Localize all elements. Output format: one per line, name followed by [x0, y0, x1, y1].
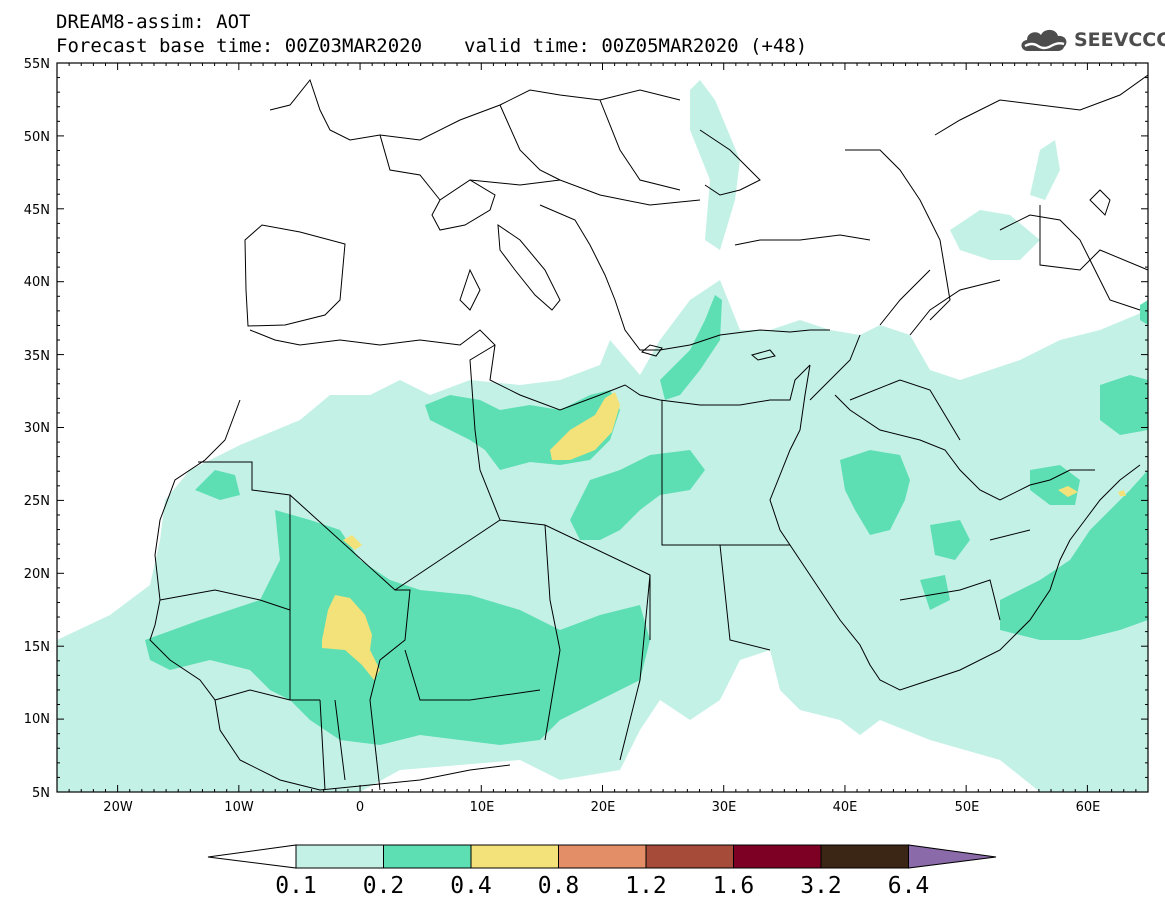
forecast-times: Forecast base time: 00Z03MAR2020 valid ti… — [56, 36, 807, 56]
colorbar-swatch — [558, 844, 647, 869]
lon-label: 30E — [712, 800, 737, 815]
lat-label: 25N — [24, 494, 50, 509]
lat-label: 45N — [24, 203, 50, 218]
lat-label: 40N — [24, 275, 50, 290]
base-time: Forecast base time: 00Z03MAR2020 — [56, 35, 423, 57]
colorbar-label: 6.4 — [888, 873, 930, 899]
colorbar-swatch — [820, 844, 909, 869]
longitude-labels: 20W 10W 0 10E 20E 30E 40E 50E 60E — [103, 800, 1100, 815]
cloud-logo-icon — [1021, 29, 1067, 51]
colorbar-swatch — [733, 844, 822, 869]
colorbar-swatch — [470, 844, 559, 869]
lon-label: 0 — [356, 800, 364, 815]
map-title: DREAM8-assim: AOT — [56, 11, 251, 33]
latitude-labels: 55N 50N 45N 40N 35N 30N 25N 20N 15N 10N … — [24, 57, 50, 801]
lat-label: 35N — [24, 349, 50, 364]
axis-ticks — [56, 62, 1149, 793]
lon-label: 20E — [591, 800, 616, 815]
colorbar-left-arrow — [207, 844, 297, 869]
lon-label: 10E — [470, 800, 495, 815]
lat-label: 10N — [24, 712, 50, 727]
lat-label: 30N — [24, 421, 50, 436]
lon-label: 50E — [955, 800, 980, 815]
lat-label: 5N — [32, 786, 50, 801]
seevccc-logo: SEEVCCC — [1018, 24, 1165, 56]
colorbar-label: 1.2 — [625, 873, 667, 899]
logo-text: SEEVCCC — [1074, 29, 1165, 51]
country-borders — [159, 99, 1148, 791]
lat-label: 15N — [24, 640, 50, 655]
colorbar-right-arrow — [908, 844, 997, 869]
lat-label: 20N — [24, 567, 50, 582]
colorbar-label: 0.4 — [450, 873, 492, 899]
colorbar-label: 0.1 — [275, 873, 317, 899]
lat-label: 55N — [24, 57, 50, 72]
colorbar-labels: 0.1 0.2 0.4 0.8 1.2 1.6 3.2 6.4 — [275, 873, 929, 899]
lat-label: 50N — [24, 130, 50, 145]
colorbar-label: 1.6 — [713, 873, 755, 899]
colorbar-swatch — [645, 844, 734, 869]
colorbar-swatch — [295, 844, 384, 869]
colorbar-label: 0.2 — [363, 873, 405, 899]
aot-contours — [57, 80, 1148, 792]
coastlines — [149, 74, 1148, 791]
colorbar — [207, 844, 997, 869]
colorbar-swatch — [383, 844, 472, 869]
lon-label: 10W — [224, 800, 254, 815]
colorbar-label: 3.2 — [800, 873, 842, 899]
lon-label: 20W — [103, 800, 133, 815]
colorbar-label: 0.8 — [538, 873, 580, 899]
lon-label: 40E — [833, 800, 858, 815]
valid-time: valid time: 00Z05MAR2020 (+48) — [464, 35, 808, 57]
lon-label: 60E — [1076, 800, 1101, 815]
